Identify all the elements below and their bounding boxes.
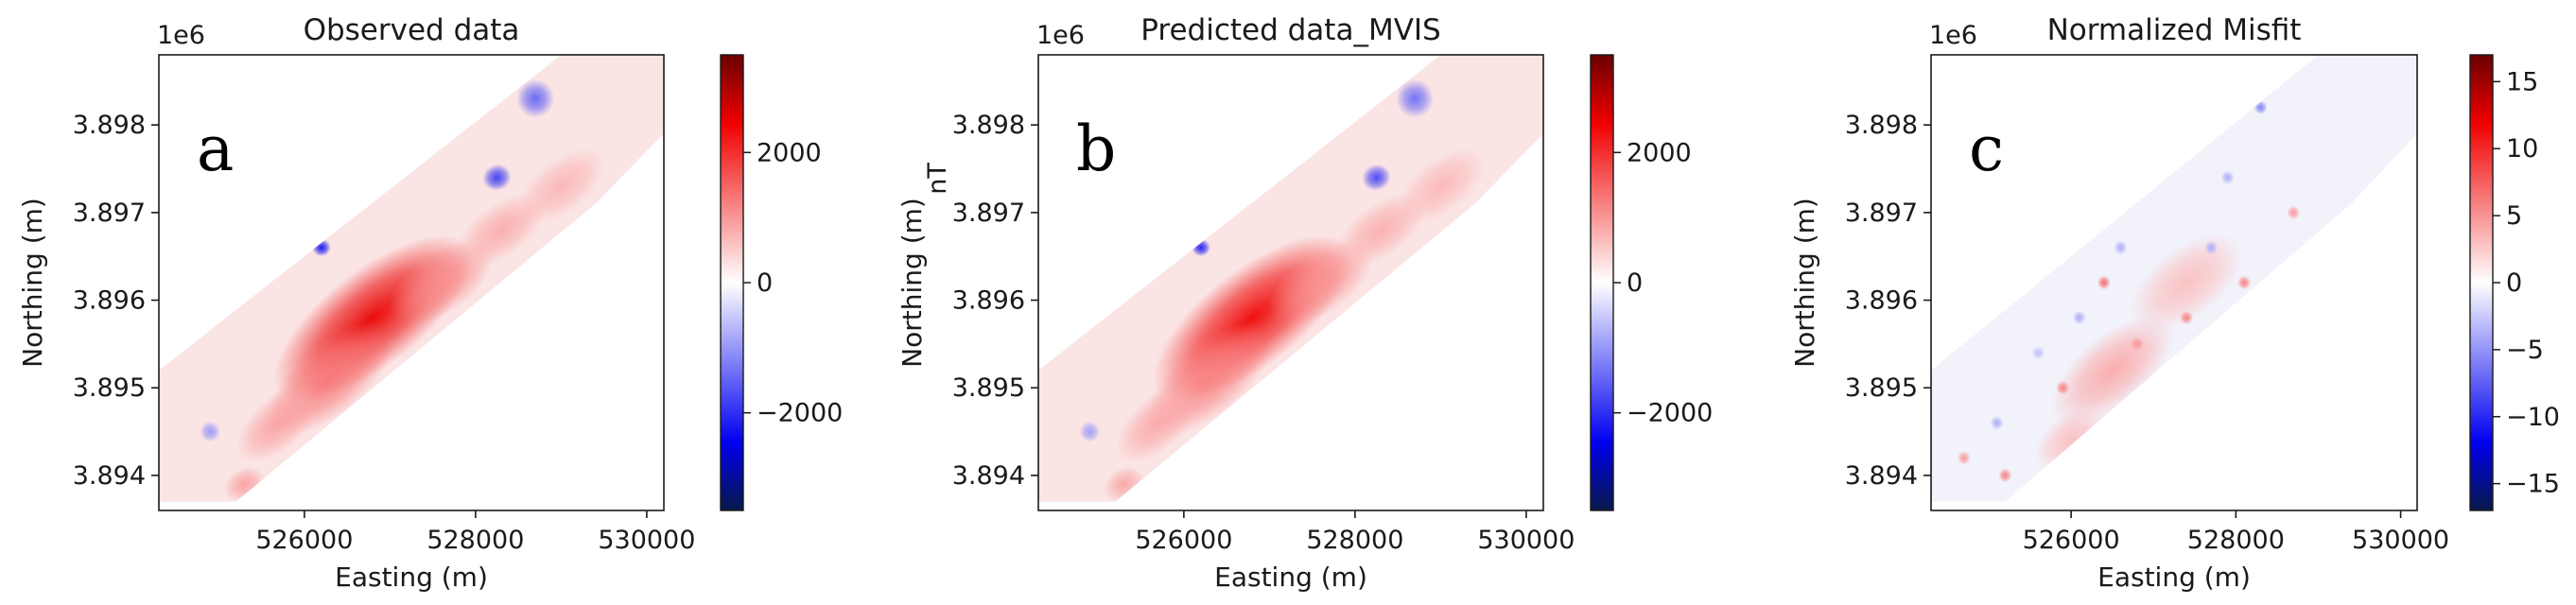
anomaly-blob <box>482 164 512 191</box>
colorbar-unit-label: nT <box>923 163 952 195</box>
y-tick-label: 3.898 <box>73 111 146 140</box>
x-axis-label: Easting (m) <box>1214 562 1367 593</box>
anomaly-blob <box>1396 78 1435 118</box>
x-tick-label: 526000 <box>1135 526 1232 555</box>
anomaly-blob <box>1192 238 1210 257</box>
axis-offset-label: 1e6 <box>157 21 205 50</box>
colorbar-tick-label: −5 <box>2506 336 2544 365</box>
y-tick-label: 3.897 <box>1845 199 1918 228</box>
anomaly-blob <box>2287 205 2301 220</box>
panel-c: 526000 528000 530000 3.894 3.895 3.896 3.897 3.… <box>1789 13 2560 593</box>
axis-offset-label: 1e6 <box>1929 21 1977 50</box>
colorbar-tick-label: −10 <box>2506 403 2560 432</box>
anomaly-blob <box>200 421 221 442</box>
x-tick-label: 528000 <box>426 526 524 555</box>
colorbar-tick-label: 5 <box>2506 201 2522 231</box>
anomaly-blob <box>2204 240 2219 255</box>
anomaly-blob <box>2237 275 2252 290</box>
y-axis-label: Northing (m) <box>1789 198 1820 368</box>
colorbar-tick-label: 0 <box>757 268 773 298</box>
anomaly-blob <box>1362 164 1391 191</box>
anomaly-blob <box>2254 100 2268 114</box>
y-tick-label: 3.896 <box>952 286 1025 316</box>
anomaly-blob <box>2220 170 2235 185</box>
x-tick-label: 526000 <box>2023 526 2120 555</box>
axis-offset-label: 1e6 <box>1036 21 1085 50</box>
x-tick-label: 528000 <box>2187 526 2285 555</box>
x-tick-label: 528000 <box>1306 526 1403 555</box>
y-tick-label: 3.897 <box>952 199 1025 228</box>
y-tick-label: 3.895 <box>952 373 1025 403</box>
chart-title: Predicted data_MVIS <box>1140 13 1440 47</box>
chart-title: Normalized Misfit <box>2047 13 2302 47</box>
anomaly-blob <box>2072 310 2086 325</box>
y-tick-label: 3.898 <box>1845 111 1918 140</box>
chart-title: Observed data <box>304 13 520 47</box>
colorbar-tick-label: −2000 <box>757 399 843 428</box>
y-tick-label: 3.895 <box>73 373 146 403</box>
panel-label: a <box>197 112 234 185</box>
panel-label: b <box>1076 112 1116 185</box>
anomaly-blob <box>1998 468 2012 483</box>
anomaly-blob <box>2056 380 2070 395</box>
colorbar-tick-label: −15 <box>2506 470 2560 499</box>
anomaly-blob <box>1990 415 2004 430</box>
colorbar <box>2469 54 2494 511</box>
anomaly-blob <box>1397 148 1485 224</box>
anomaly-blob <box>516 78 555 118</box>
y-tick-label: 3.896 <box>1845 286 1918 316</box>
y-tick-label: 3.896 <box>73 286 146 316</box>
anomaly-blob <box>1079 421 1101 442</box>
anomaly-blob <box>2180 310 2194 325</box>
heatmap-field <box>1038 55 1543 502</box>
panel-label: c <box>1969 112 2004 185</box>
colorbar-tick-label: −2000 <box>1627 399 1713 428</box>
x-tick-label: 530000 <box>598 526 695 555</box>
y-tick-label: 3.894 <box>1845 461 1918 491</box>
x-axis-label: Easting (m) <box>335 562 488 593</box>
anomaly-blob <box>517 148 605 224</box>
axes-frame <box>158 54 665 511</box>
anomaly-blob <box>2130 337 2144 352</box>
y-tick-label: 3.897 <box>73 199 146 228</box>
heatmap-field <box>1931 55 2417 502</box>
y-axis-label: Northing (m) <box>896 198 928 368</box>
panel-b: 526000 528000 530000 3.894 3.895 3.896 3.897 3.… <box>896 13 1713 593</box>
anomaly-blob <box>2031 345 2045 360</box>
y-tick-label: 3.894 <box>952 461 1025 491</box>
colorbar-tick-label: 0 <box>2506 268 2522 298</box>
axes-frame <box>1037 54 1544 511</box>
anomaly-blob <box>2146 169 2161 186</box>
colorbar-tick-label: 10 <box>2506 134 2538 164</box>
x-tick-label: 530000 <box>2352 526 2449 555</box>
colorbar <box>720 54 744 511</box>
y-tick-label: 3.894 <box>73 461 146 491</box>
colorbar <box>1590 54 1614 511</box>
anomaly-blob <box>2114 240 2128 255</box>
anomaly-blob <box>236 383 322 463</box>
anomaly-blob <box>2097 275 2111 290</box>
x-tick-label: 530000 <box>1477 526 1575 555</box>
colorbar-tick-label: 15 <box>2506 67 2538 96</box>
y-tick-label: 3.898 <box>952 111 1025 140</box>
anomaly-blob <box>2130 233 2243 332</box>
anomaly-blob <box>1957 451 1971 465</box>
colorbar-tick-label: 2000 <box>757 138 822 167</box>
colorbar-tick-label: 0 <box>1627 268 1643 298</box>
x-tick-label: 526000 <box>255 526 353 555</box>
x-axis-label: Easting (m) <box>2097 562 2251 593</box>
colorbar-tick-label: 2000 <box>1627 138 1692 167</box>
anomaly-blob <box>312 238 331 257</box>
y-tick-label: 3.895 <box>1845 373 1918 403</box>
y-axis-label: Northing (m) <box>17 198 48 368</box>
panel-a: 526000 528000 530000 3.894 3.895 3.896 3.897 3.… <box>17 13 843 593</box>
axes-frame <box>1930 54 2418 511</box>
anomaly-blob <box>1116 383 1201 463</box>
heatmap-field <box>159 55 664 502</box>
